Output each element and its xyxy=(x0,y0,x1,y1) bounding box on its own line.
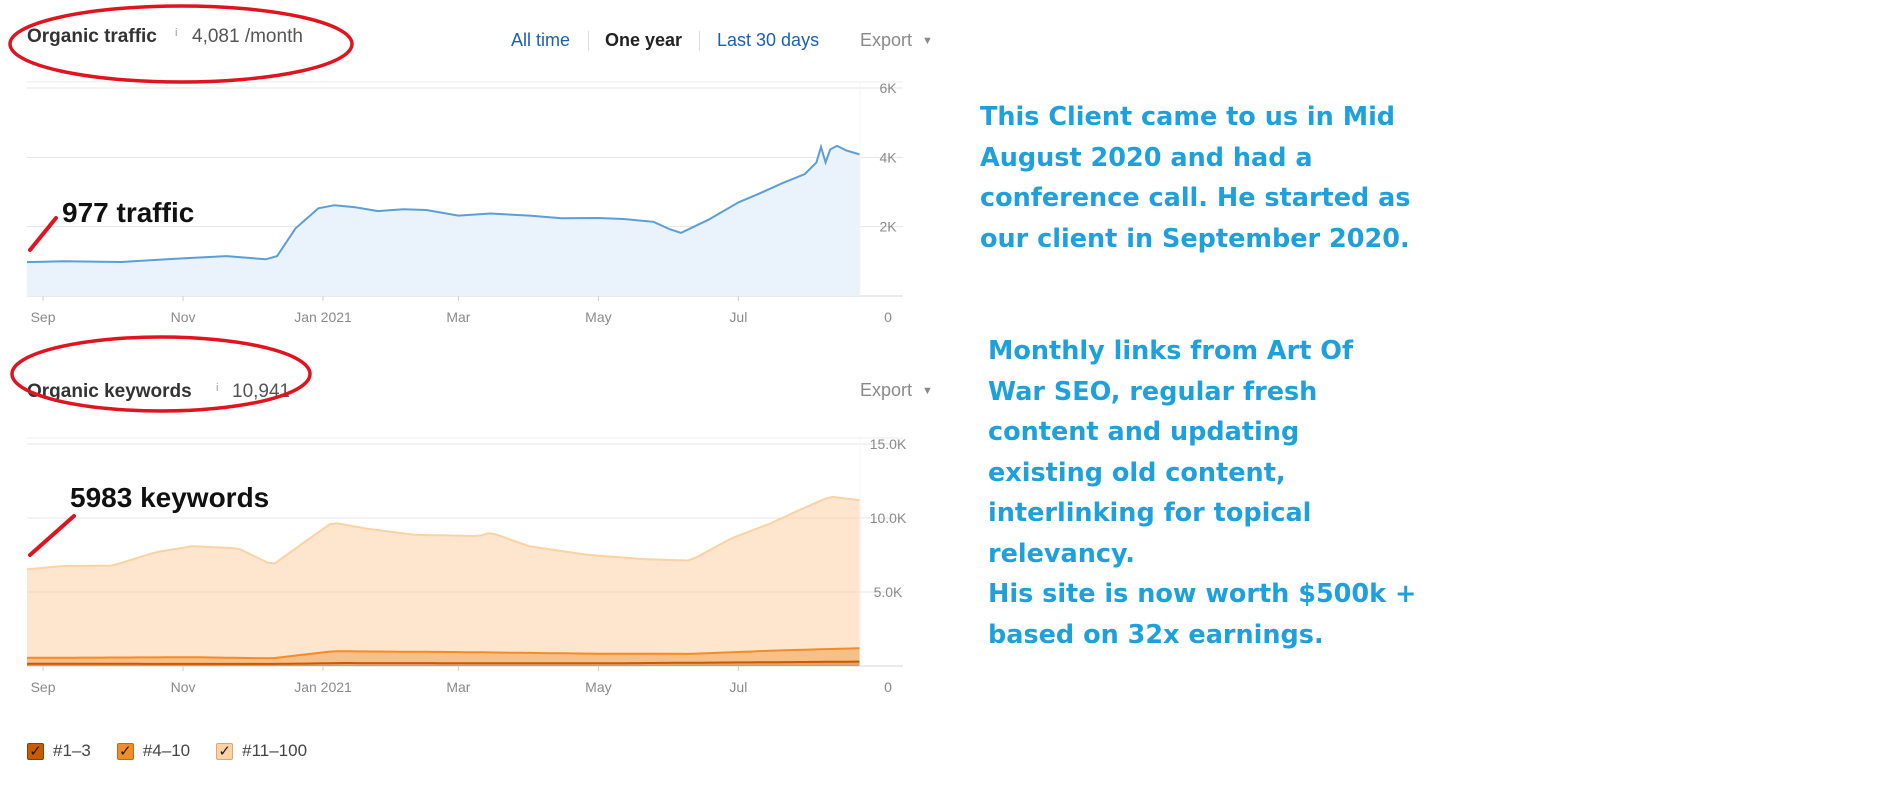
x-tick-label: Jul xyxy=(729,309,747,325)
keywords-export-button[interactable]: Export ▼ xyxy=(860,380,933,401)
legend-item-11-100[interactable]: ✓ #11–100 xyxy=(216,741,307,761)
legend-label: #4–10 xyxy=(142,741,191,760)
x-tick-label: Mar xyxy=(446,679,470,695)
info-icon[interactable]: i xyxy=(175,27,178,39)
results-note: Monthly links from Art Of War SEO, regul… xyxy=(988,336,1417,650)
x-tick-label: Nov xyxy=(171,309,196,325)
organic-keywords-chart: 0 5.0K 10.0K 15.0K Sep Nov Jan 2021 Mar May Jul 59… xyxy=(26,436,907,695)
legend-label: #1–3 xyxy=(53,741,91,760)
series-line xyxy=(26,143,861,264)
range-separator xyxy=(588,31,589,51)
range-all-time[interactable]: All time xyxy=(511,30,571,50)
x-tick-label: Jul xyxy=(729,679,747,695)
series-line xyxy=(26,647,861,660)
x-tick-label: Sep xyxy=(31,309,56,325)
x-tick-label: Nov xyxy=(171,679,196,695)
y-tick-label: 4K xyxy=(879,149,897,165)
series-line xyxy=(27,660,860,665)
keywords-legend: ✓ #1–3 ✓ #4–10 ✓ #11–100 xyxy=(27,741,307,761)
x-tick-label: Mar xyxy=(446,309,470,325)
organic-traffic-chart: 0 2K 4K 6K Sep Nov Jan 2021 Mar May Jul 977 traffi… xyxy=(26,80,903,325)
series-area xyxy=(27,648,860,664)
y-tick-label: 5.0K xyxy=(874,584,903,600)
x-tick-label: Jan 2021 xyxy=(294,679,352,695)
x-tick-label: Jan 2021 xyxy=(294,309,352,325)
legend-item-1-3[interactable]: ✓ #1–3 xyxy=(27,741,91,761)
legend-item-4-10[interactable]: ✓ #4–10 xyxy=(116,741,191,761)
x-tick-label: May xyxy=(585,309,611,325)
range-last-30-days[interactable]: Last 30 days xyxy=(717,30,820,50)
export-label: Export xyxy=(860,380,913,400)
caret-down-icon: ▼ xyxy=(922,385,933,397)
y-tick-label: 2K xyxy=(879,219,897,235)
checkbox-icon[interactable]: ✓ xyxy=(116,742,134,760)
organic-traffic-value: 4,081 /month xyxy=(192,26,303,47)
checkbox-icon[interactable]: ✓ xyxy=(216,742,234,760)
y-tick-label: 10.0K xyxy=(870,510,907,526)
annotation-label: 977 traffic xyxy=(62,197,194,228)
annotation-pointer xyxy=(28,216,58,252)
traffic-export-button[interactable]: Export ▼ xyxy=(860,30,933,51)
annotation-label: 5983 keywords xyxy=(70,482,269,513)
client-story-note: This Client came to us in Mid August 202… xyxy=(980,102,1411,254)
organic-keywords-value: 10,941 xyxy=(232,381,291,402)
x-tick-label: Sep xyxy=(31,679,56,695)
y-tick-label: 15.0K xyxy=(870,436,907,452)
x-tick-label: May xyxy=(585,679,611,695)
range-one-year[interactable]: One year xyxy=(605,30,683,50)
legend-label: #11–100 xyxy=(242,741,308,760)
series-area xyxy=(27,145,860,296)
range-separator xyxy=(699,31,700,51)
y-tick-label: 0 xyxy=(884,679,892,695)
info-icon[interactable]: i xyxy=(216,382,219,394)
organic-traffic-title: Organic traffic xyxy=(27,26,157,47)
annotation-pointer xyxy=(28,514,76,557)
series-line xyxy=(26,495,861,571)
y-tick-label: 6K xyxy=(879,80,897,96)
organic-keywords-title: Organic keywords xyxy=(27,381,192,402)
series-area xyxy=(27,496,860,659)
export-label: Export xyxy=(860,30,913,50)
checkbox-icon[interactable]: ✓ xyxy=(27,742,44,760)
y-tick-label: 0 xyxy=(884,309,892,325)
caret-down-icon: ▼ xyxy=(922,35,933,47)
